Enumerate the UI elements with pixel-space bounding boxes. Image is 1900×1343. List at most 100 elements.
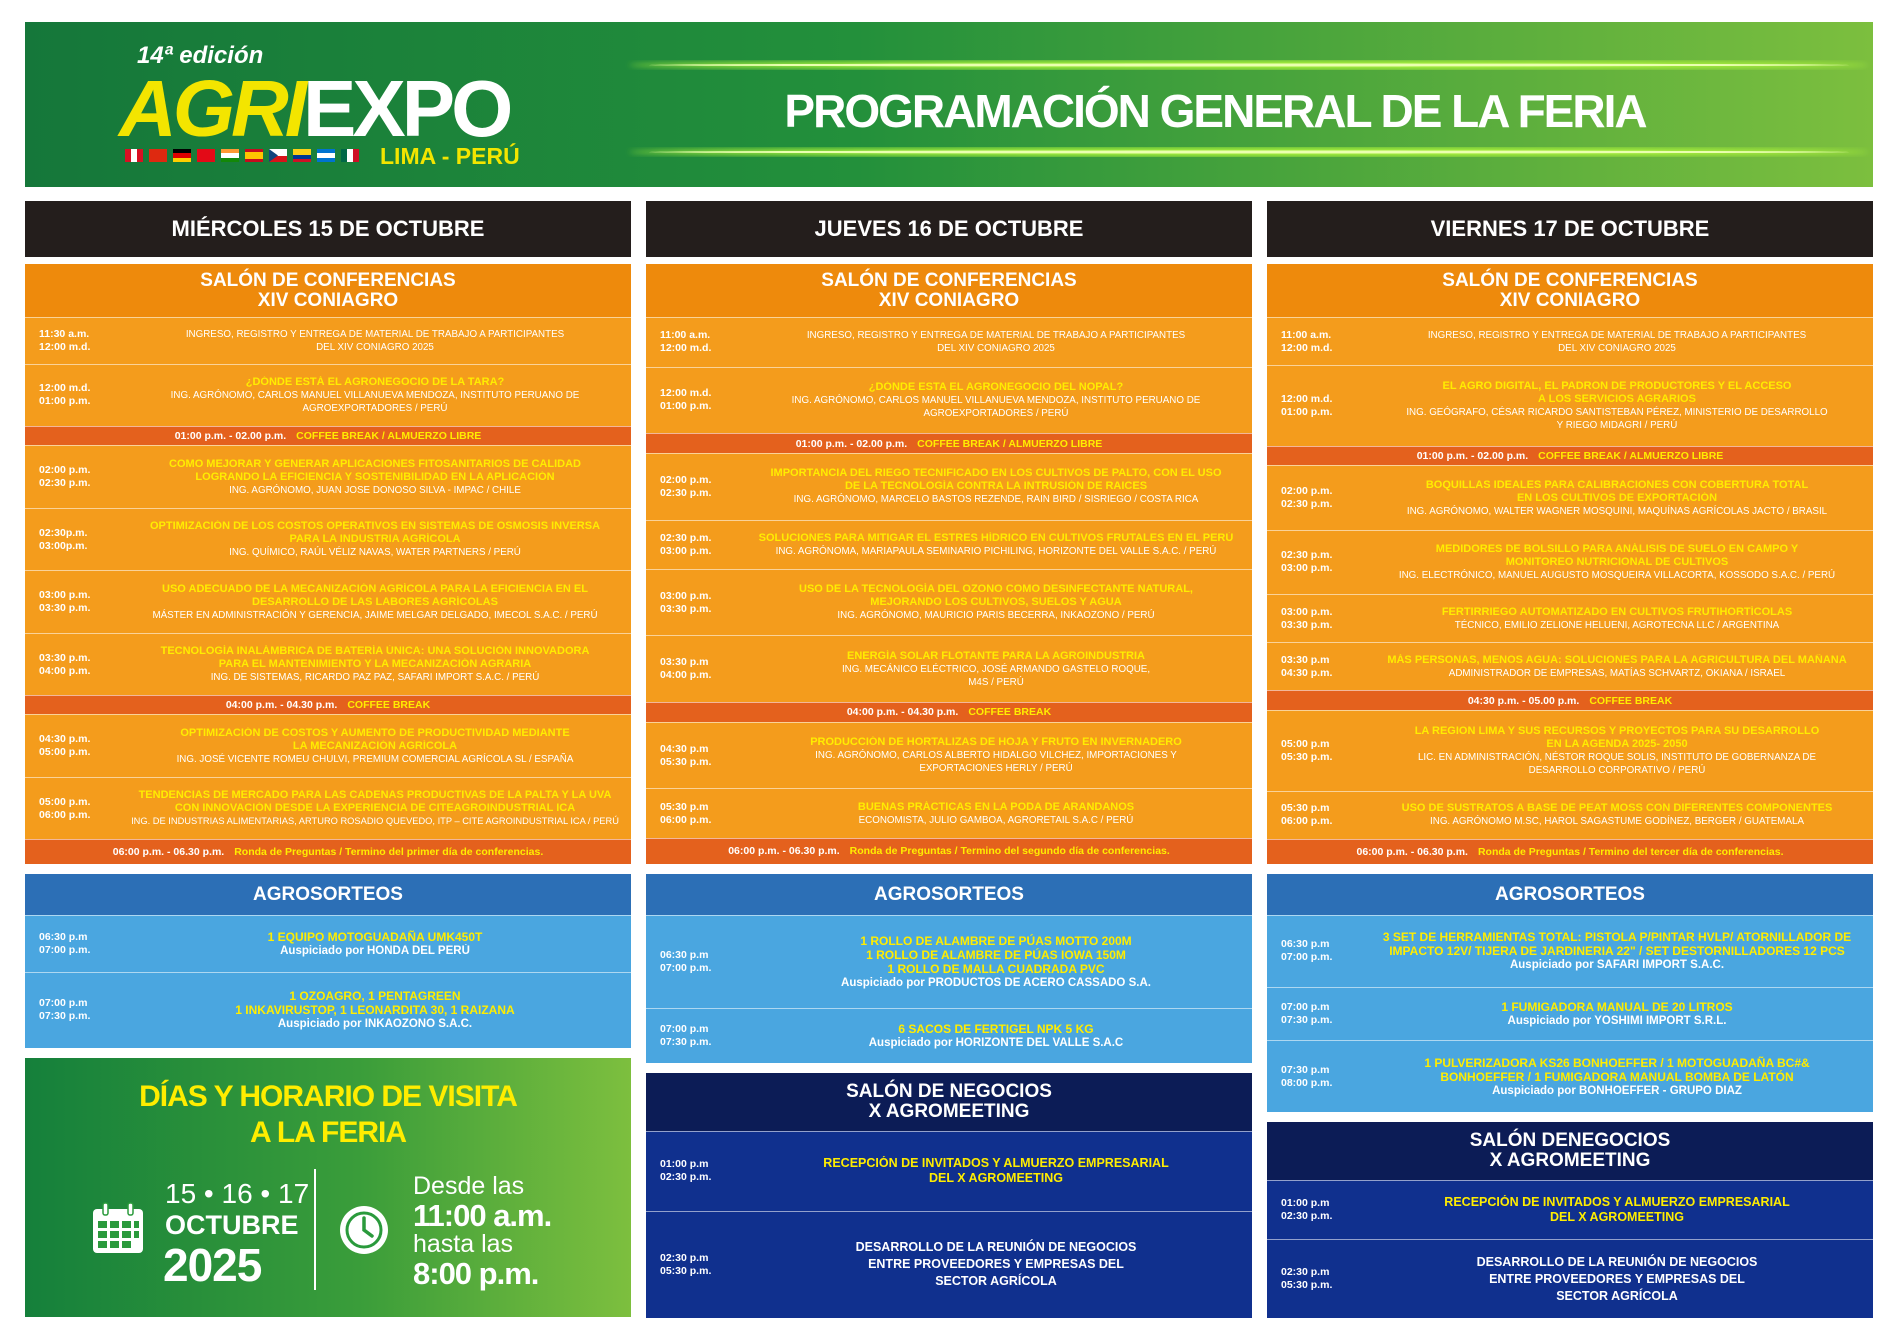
conference-header: SALÓN DE CONFERENCIAS XIV CONIAGRO [1267,264,1873,317]
session-row: 03:30 p.m 04:30 p.m. MÁS PERSONAS, MENOS A… [1267,642,1873,691]
time-line: 12:00 m.d. [660,387,712,400]
agrosorteos-header: AGROSORTEOS [25,874,631,915]
time-line: 06:30 p.m [660,948,709,961]
session-title: 3 SET DE HERRAMIENTAS TOTAL: PISTOLA P/P… [1382,930,1852,945]
speaker: Auspiciado por PRODUCTOS DE ACERO CASSAD… [841,976,1151,989]
break-row: 04:00 p.m. - 04.30 p.m. COFFEE BREAK [646,701,1252,722]
session-row: 01:00 p.m 02:30 p.m. RECEPCIÓN DE INVITADO… [646,1131,1252,1211]
session-row: 11:00 a.m. 12:00 m.d. INGRESO, REGISTRO Y … [646,317,1252,367]
break-time: 06:00 p.m. - 06.30 p.m. [728,845,840,858]
speaker: AGROEXPORTADORES / PERÚ [923,407,1069,419]
speaker: ING. ELECTRÓNICO, MANUEL AUGUSTO MOSQUEI… [1398,569,1836,581]
visit-box: DÍAS Y HORARIO DE VISITA A LA FERIA 15 • … [25,1058,631,1317]
time-line: 04:30 p.m. [39,733,91,746]
session-row: 06:30 p.m 07:00 p.m. 1 EQUIPO MOTOGUADAÑA … [25,915,631,972]
time-line: 11:30 a.m. [39,327,90,340]
speaker: MÁSTER EN ADMINISTRACIÓN Y GERENCIA, JAI… [152,609,598,621]
time-line: 05:00 p.m [1281,737,1330,750]
session-title: 1 ROLLO DE ALAMBRE DE PÚAS IOWA 150M [866,947,1126,962]
speaker: ENTRE PROVEEDORES Y EMPRESAS DEL [1489,1271,1745,1286]
speaker: ING. MECÁNICO ELÉCTRICO, JOSÉ ARMANDO GA… [841,663,1151,675]
session-title: RECEPCIÓN DE INVITADOS Y ALMUERZO EMPRES… [1444,1195,1790,1209]
visit-from: Desde las [413,1172,525,1200]
time: 06:30 p.m 07:00 p.m. [25,931,131,957]
speaker: Auspiciado por HONDA DEL PERÚ [280,944,470,957]
conference: SALÓN DE CONFERENCIAS XIV CONIAGRO 11:00 a… [646,264,1252,864]
content: BUENAS PRÁCTICAS EN LA PODA DE ARANDANOS… [752,801,1252,827]
session-title: LA REGION LIMA Y SUS RECURSOS Y PROYECTO… [1414,724,1820,737]
session-title: BUENAS PRÁCTICAS EN LA PODA DE ARANDANOS [857,800,1135,813]
session-row: 07:30 p.m 08:00 p.m. 1 PULVERIZADORA KS26 … [1267,1040,1873,1112]
session-title: DEL X AGROMEETING [1549,1210,1685,1224]
session-title: EL AGRO DIGITAL, EL PADRON DE PRODUCTORE… [1442,379,1792,392]
session-row: 05:00 p.m. 06:00 p.m. TENDENCIAS DE MERCAD… [25,776,631,840]
time-line: 01:00 p.m [660,1158,709,1171]
session-row: 06:30 p.m 07:00 p.m. 3 SET DE HERRAMIENTAS… [1267,915,1873,987]
content: LA REGION LIMA Y SUS RECURSOS Y PROYECTO… [1373,725,1873,777]
content: EL AGRO DIGITAL, EL PADRON DE PRODUCTORE… [1373,380,1873,432]
session-title: MEJORANDO LOS CULTIVOS, SUELOS Y AGUA [870,596,1122,609]
section-title: SALÓN DE CONFERENCIAS [821,269,1077,291]
rows: 11:00 a.m. 12:00 m.d. INGRESO, REGISTRO Y … [1267,317,1873,864]
content: RECEPCIÓN DE INVITADOS Y ALMUERZO EMPRES… [752,1156,1252,1186]
time: 05:00 p.m 05:30 p.m. [1267,738,1373,764]
session-row: 07:00 p.m 07:30 p.m. 1 FUMIGADORA MANUAL D… [1267,986,1873,1041]
time-line: 03:00 p.m. [1281,562,1333,575]
session-title: PARA LA INDUSTRIA AGRÍCOLA [289,533,461,546]
speaker: ING. DE INDUSTRIAS ALIMENTARIAS, ARTURO … [131,816,619,827]
day-column: JUEVES 16 DE OCTUBRE SALÓN DE CONFERENCIA… [646,201,1252,1328]
speaker: Y RIEGO MIDAGRI / PERÚ [1556,419,1678,431]
visit-month: OCTUBRE [165,1210,299,1240]
time-line: 11:00 a.m. [660,329,711,342]
speaker: AGROEXPORTADORES / PERÚ [302,402,448,414]
section-title: XIV CONIAGRO [878,289,1020,311]
time: 12:00 m.d. 01:00 p.m. [1267,393,1373,419]
session-title: 1 INKAVIRUSTOP, 1 LEONARDITA 30, 1 RAIZA… [235,1003,515,1018]
session-row: 02:00 p.m. 02:30 p.m. BOQUILLAS IDEALES PA… [1267,465,1873,530]
content: TECNOLOGÍA INALÁMBRICA DE BATERÍA ÚNICA:… [131,645,631,684]
content: COMO MEJORAR Y GENERAR APLICACIONES FITO… [131,458,631,497]
time: 12:00 m.d. 01:00 p.m. [646,387,752,413]
time: 04:30 p.m. 05:00 p.m. [25,733,131,759]
content: USO ADECUADO DE LA MECANIZACIÓN AGRÍCOLA… [131,583,631,622]
time: 07:00 p.m 07:30 p.m. [25,997,131,1023]
content: USO DE LA TECNOLOGÍA DEL OZONO COMO DESI… [752,583,1252,622]
session-title: TECNOLOGÍA INALÁMBRICA DE BATERÍA ÚNICA:… [160,645,590,658]
glow-lines [629,61,1869,156]
content: 3 SET DE HERRAMIENTAS TOTAL: PISTOLA P/P… [1373,930,1873,972]
session-title: USO DE LA TECNOLOGÍA DEL OZONO COMO DESI… [799,583,1193,596]
content: PRODUCCIÓN DE HORTALIZAS DE HOJA Y FRUTO… [752,736,1252,775]
time: 02:30 p.m. 03:00 p.m. [646,532,752,558]
time-line: 07:30 p.m. [39,1010,91,1023]
content: INGRESO, REGISTRO Y ENTREGA DE MATERIAL … [1373,329,1873,355]
time-line: 01:00 p.m. [660,400,712,413]
session-title: IMPACTO 12V/ TIJERA DE JARDINERIA 22" / … [1389,944,1845,959]
rows: 06:30 p.m 07:00 p.m. 1 EQUIPO MOTOGUADAÑA … [25,915,631,1048]
session-row: 03:30 p.m 04:00 p.m. ENERGÍA SOLAR FLOTANT… [646,635,1252,702]
time-line: 02:00 p.m. [660,473,712,486]
time: 02:00 p.m. 02:30 p.m. [646,474,752,500]
time-line: 01:00 p.m. [39,395,91,408]
time-line: 07:00 p.m [660,1022,709,1035]
time: 03:00 p.m. 03:30 p.m. [25,589,131,615]
time-line: 04:30 p.m [660,742,709,755]
day-header: JUEVES 16 DE OCTUBRE [646,201,1252,257]
session-row: 03:00 p.m. 03:30 p.m. USO ADECUADO DE LA M… [25,570,631,633]
speaker: DEL XIV CONIAGRO 2025 [937,343,1055,355]
speaker: ING. AGRÓNOMO M.SC, HAROL SAGASTUME GODÍ… [1430,816,1804,828]
content: INGRESO, REGISTRO Y ENTREGA DE MATERIAL … [131,328,631,354]
section-title: XIV CONIAGRO [1499,289,1641,311]
day-column: MIÉRCOLES 15 DE OCTUBRE SALÓN DE CONFEREN… [25,201,631,1317]
speaker: TÉCNICO, EMILIO ZELIONE HELUENI, AGROTEC… [1454,619,1780,631]
break-row: 01:00 p.m. - 02.00 p.m. COFFEE BREAK / AL… [25,426,631,446]
session-title: FERTIRRIEGO AUTOMATIZADO EN CULTIVOS FRU… [1441,605,1793,618]
time-line: 03:30 p.m [660,656,709,669]
time: 07:00 p.m 07:30 p.m. [646,1023,752,1049]
speaker: ING. GEÓGRAFO, CÉSAR RICARDO SANTISTEBAN… [1406,406,1828,418]
visit-title: DÍAS Y HORARIO DE VISITA [139,1080,518,1113]
content: 1 ROLLO DE ALAMBRE DE PÚAS MOTTO 200M 1 R… [752,934,1252,990]
time-line: 06:00 p.m. [1281,815,1333,828]
content: IMPORTANCIA DEL RIEGO TECNIFICADO EN LOS… [752,467,1252,506]
flag-row [125,149,359,162]
session-title: 6 SACOS DE FERTIGEL NPK 5 KG [898,1021,1094,1036]
